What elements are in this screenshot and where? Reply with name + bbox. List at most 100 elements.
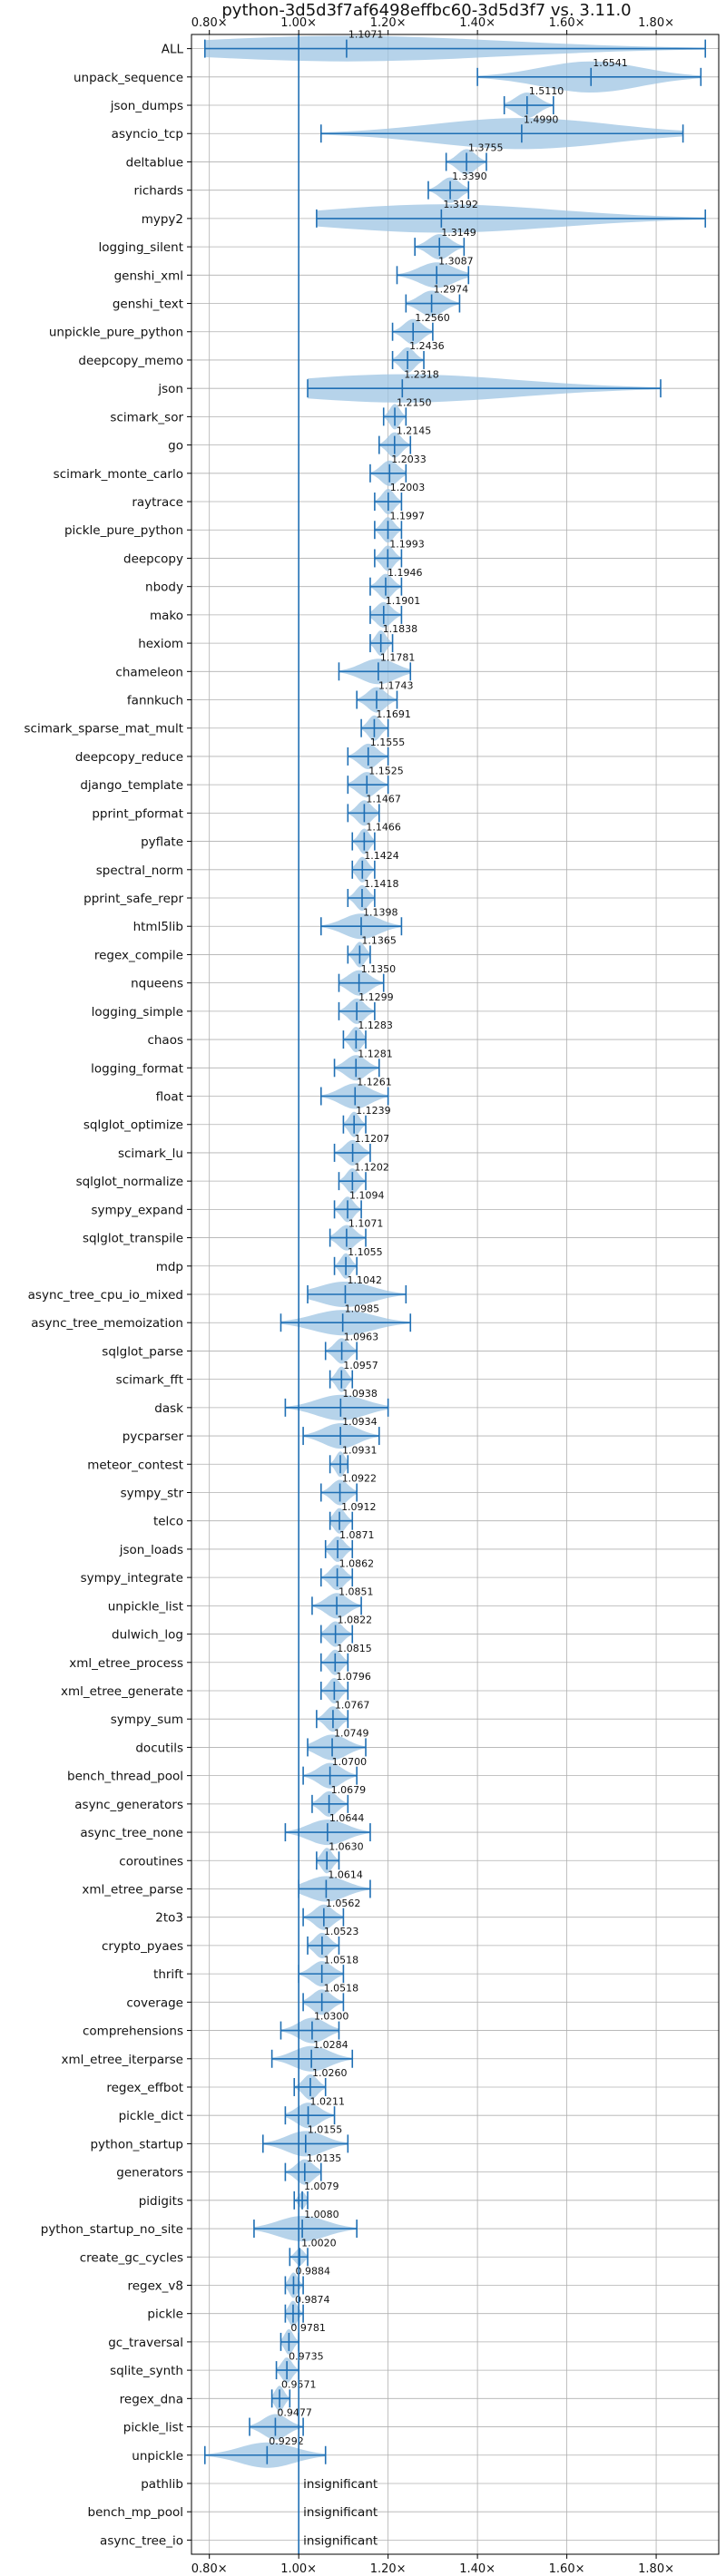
benchmark-label: pathlib	[141, 2477, 183, 2492]
benchmark-label: pprint_safe_repr	[83, 892, 183, 906]
benchmark-label: regex_compile	[94, 948, 183, 962]
mean-value-label: 0.9735	[289, 2350, 324, 2362]
mean-value-label: 1.1424	[364, 850, 399, 862]
mean-value-label: 1.1993	[389, 539, 425, 551]
mean-value-label: 0.9477	[277, 2407, 312, 2419]
benchmark-label: python_startup	[90, 2137, 183, 2152]
benchmark-label: unpickle_pure_python	[49, 326, 183, 340]
benchmark-label: pickle_dict	[119, 2109, 183, 2123]
benchmark-label: sympy_expand	[91, 1203, 183, 1217]
benchmark-label: xml_etree_generate	[61, 1684, 183, 1699]
mean-value-label: 1.1207	[355, 1133, 390, 1145]
benchmark-label: crypto_pyaes	[102, 1939, 183, 1954]
mean-value-label: 1.0079	[304, 2181, 339, 2192]
benchmark-label: comprehensions	[83, 2025, 183, 2039]
x-tick-label-top: 1.00×	[280, 16, 317, 30]
x-tick-label-top: 0.80×	[191, 16, 228, 30]
mean-value-label: 1.2003	[390, 482, 426, 493]
benchmark-label: meteor_contest	[87, 1458, 183, 1472]
benchmark-label: sympy_integrate	[81, 1571, 183, 1586]
mean-value-label: 1.0815	[337, 1643, 372, 1654]
benchmark-label: coroutines	[119, 1854, 183, 1869]
benchmark-label: xml_etree_iterparse	[62, 2053, 184, 2067]
benchmark-label: django_template	[80, 778, 183, 793]
benchmark-label: coverage	[126, 1995, 183, 2010]
mean-value-label: 1.1466	[366, 822, 401, 834]
mean-value-label: 1.0912	[341, 1501, 377, 1513]
benchmark-label: unpack_sequence	[74, 71, 183, 85]
mean-value-label: 1.1467	[366, 794, 401, 805]
mean-value-label: 1.0562	[326, 1898, 361, 1909]
mean-value-label: 1.1261	[357, 1077, 392, 1088]
benchmark-label: float	[156, 1090, 183, 1105]
mean-value-label: 1.1299	[358, 991, 394, 1003]
benchmark-label: unpickle	[132, 2449, 183, 2464]
mean-value-label: 1.1838	[383, 623, 418, 635]
mean-value-label: 1.2974	[434, 284, 469, 296]
benchmark-label: deltablue	[126, 155, 183, 170]
benchmark-label: unpickle_list	[108, 1599, 183, 1614]
benchmark-label: scimark_monte_carlo	[54, 467, 183, 482]
benchmark-label: pycparser	[123, 1429, 184, 1444]
mean-value-label: 1.1946	[388, 567, 423, 579]
mean-value-label: 1.0080	[304, 2209, 339, 2220]
mean-value-label: 1.1525	[368, 765, 404, 776]
benchmark-label: bench_thread_pool	[67, 1770, 183, 1784]
mean-value-label: 1.0614	[328, 1869, 363, 1881]
benchmark-label: deepcopy	[123, 551, 183, 566]
benchmark-label: spectral_norm	[96, 864, 183, 878]
mean-value-label: 1.3390	[452, 171, 486, 182]
benchmark-label: sympy_sum	[111, 1712, 183, 1727]
benchmark-label: sqlglot_transpile	[83, 1232, 183, 1246]
benchmark-label: sqlglot_parse	[102, 1344, 183, 1359]
benchmark-label: thrift	[153, 1967, 183, 1982]
benchmark-label: regex_effbot	[106, 2081, 183, 2095]
benchmark-label: generators	[116, 2166, 183, 2181]
mean-value-label: 1.1071	[348, 1218, 384, 1230]
benchmark-label: telco	[153, 1515, 183, 1529]
mean-value-label: 1.2145	[397, 425, 432, 437]
benchmark-label: xml_etree_parse	[82, 1882, 183, 1897]
mean-value-label: 1.0300	[314, 2011, 349, 2023]
mean-value-label: 1.0767	[335, 1699, 370, 1711]
mean-value-label: 1.1365	[361, 935, 397, 947]
mean-value-label: 1.0284	[313, 2039, 348, 2051]
benchmark-label: sqlite_synth	[110, 2364, 183, 2378]
x-tick-label-bottom: 1.20×	[370, 2562, 407, 2576]
mean-value-label: 1.1901	[386, 595, 421, 607]
mean-value-label: 1.1555	[370, 737, 406, 748]
grid-layer	[191, 34, 719, 2554]
benchmark-label: async_tree_cpu_io_mixed	[28, 1288, 183, 1303]
mean-value-label: 1.0260	[312, 2067, 348, 2079]
mean-value-label: 1.0749	[334, 1728, 369, 1740]
benchmark-label: python_startup_no_site	[41, 2222, 183, 2237]
mean-value-label: 1.1418	[364, 878, 399, 890]
benchmark-label: pickle_list	[123, 2421, 183, 2435]
mean-value-label: 1.2033	[391, 454, 427, 465]
benchmark-label: nqueens	[131, 977, 183, 991]
benchmark-label: create_gc_cycles	[80, 2250, 183, 2265]
benchmark-label: chaos	[147, 1033, 183, 1048]
mean-value-label: 1.0211	[310, 2095, 346, 2107]
mean-value-label: 0.9874	[295, 2294, 330, 2306]
mean-value-label: 0.9884	[295, 2266, 330, 2278]
mean-value-label: 1.4990	[524, 113, 559, 125]
mean-value-label: 1.0922	[342, 1473, 378, 1485]
mean-value-label: 1.0963	[344, 1332, 379, 1343]
mean-value-label: 1.6541	[593, 57, 628, 69]
insignificant-label: insignificant	[303, 2477, 378, 2492]
benchmark-label: gc_traversal	[108, 2336, 183, 2350]
benchmark-label: bench_mp_pool	[88, 2505, 183, 2520]
benchmark-label: json	[157, 382, 183, 396]
mean-value-label: 1.5110	[529, 85, 564, 97]
mean-value-label: 1.1781	[380, 651, 416, 663]
mean-value-label: 1.0523	[324, 1926, 359, 1937]
benchmark-label: genshi_xml	[114, 268, 183, 283]
mean-value-label: 1.0957	[343, 1360, 378, 1371]
mean-value-label: 1.0644	[329, 1812, 365, 1824]
mean-value-label: 1.1042	[347, 1274, 382, 1286]
benchmark-label: async_generators	[74, 1798, 183, 1812]
mean-value-label: 1.1283	[358, 1020, 393, 1031]
mean-value-label: 1.0020	[301, 2237, 337, 2249]
mean-value-label: 1.0796	[336, 1671, 371, 1683]
